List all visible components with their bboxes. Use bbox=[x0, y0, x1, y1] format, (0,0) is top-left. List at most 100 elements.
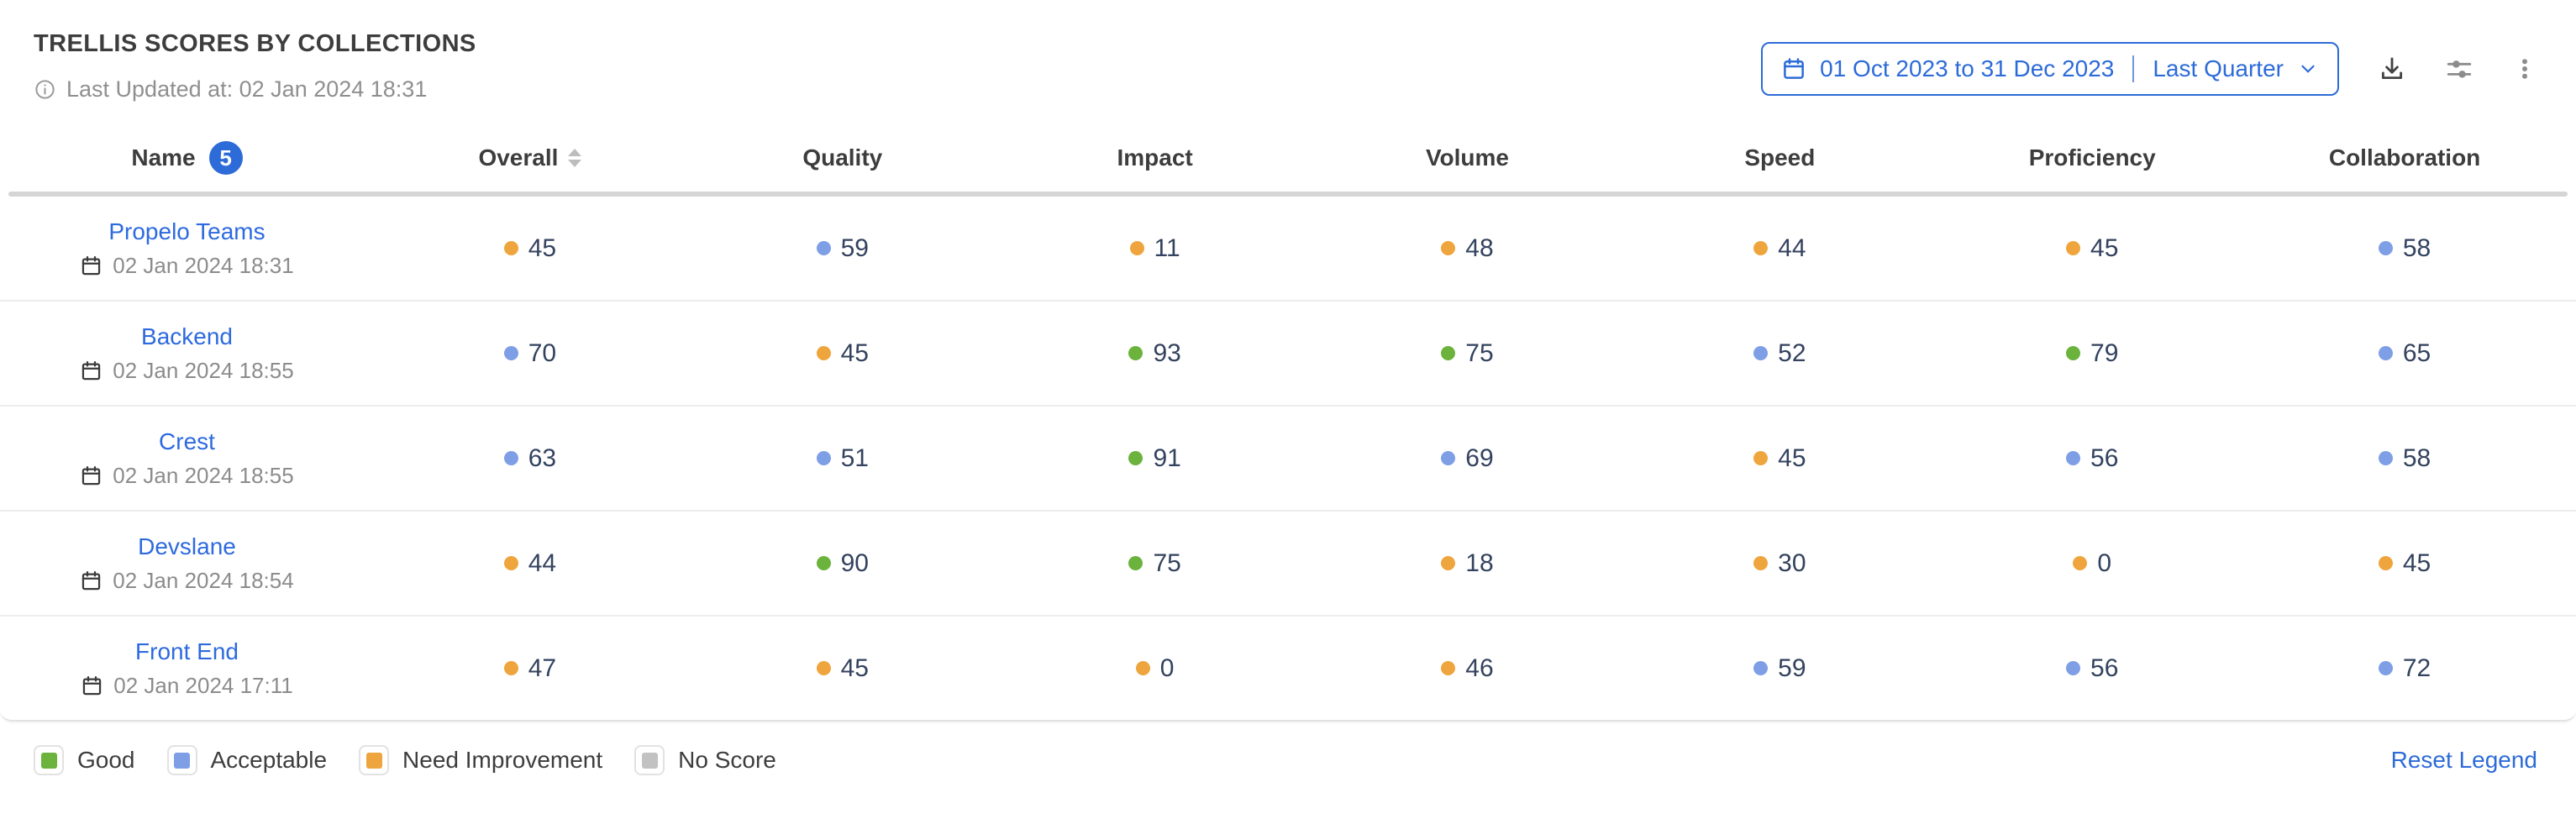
table-row: Devslane 02 Jan 2024 18:54 44 90 75 18 30 0 45 bbox=[0, 512, 2576, 617]
legend-swatch-color bbox=[40, 752, 57, 769]
score-status-dot bbox=[1128, 346, 1143, 360]
score-value: 45 bbox=[840, 654, 869, 682]
score-value: 58 bbox=[2402, 234, 2431, 262]
top-bar: TRELLIS SCORES BY COLLECTIONS Last Updat… bbox=[0, 0, 2576, 102]
score-cell-proficiency: 79 bbox=[1936, 339, 2248, 368]
column-header-quality[interactable]: Quality bbox=[686, 144, 999, 171]
score-cell-overall: 70 bbox=[374, 339, 686, 368]
collection-name-link[interactable]: Front End bbox=[135, 638, 239, 664]
score-cell-volume: 48 bbox=[1312, 234, 1624, 263]
row-last-updated-text: 02 Jan 2024 18:55 bbox=[113, 357, 294, 383]
score-status-dot bbox=[1129, 241, 1144, 255]
row-last-updated: 02 Jan 2024 18:55 bbox=[80, 462, 294, 489]
legend-label: Need Improvement bbox=[402, 747, 603, 773]
table-header-row: Name 5 Overall Quality Impact Volume Speed Prof… bbox=[0, 131, 2576, 185]
legend-swatch-color bbox=[641, 752, 658, 769]
score-status-dot bbox=[2066, 451, 2081, 465]
table-row: Crest 02 Jan 2024 18:55 63 51 91 69 45 56 58 bbox=[0, 407, 2576, 512]
score-cell-impact: 0 bbox=[999, 654, 1312, 683]
score-status-dot bbox=[2378, 241, 2393, 255]
table-row: Front End 02 Jan 2024 17:11 47 45 0 46 59 56 72 bbox=[0, 617, 2576, 722]
header-controls: 01 Oct 2023 to 31 Dec 2023 Last Quarter bbox=[1761, 42, 2537, 96]
score-cell-overall: 47 bbox=[374, 654, 686, 683]
score-value: 65 bbox=[2402, 339, 2431, 367]
score-status-dot bbox=[816, 556, 831, 570]
column-header-impact[interactable]: Impact bbox=[999, 144, 1312, 171]
score-status-dot bbox=[2066, 241, 2081, 255]
legend-item-acceptable[interactable]: Acceptable bbox=[166, 745, 328, 775]
column-header-proficiency[interactable]: Proficiency bbox=[1936, 144, 2248, 171]
score-value: 63 bbox=[528, 444, 557, 472]
legend-swatch-color bbox=[365, 752, 382, 769]
legend-item-no_score[interactable]: No Score bbox=[634, 745, 776, 775]
widget-settings-button[interactable] bbox=[2445, 55, 2473, 83]
score-status-dot bbox=[503, 346, 518, 360]
sliders-icon bbox=[2445, 55, 2473, 83]
legend-label: Acceptable bbox=[210, 747, 328, 773]
score-cell-proficiency: 0 bbox=[1936, 549, 2248, 578]
column-header-speed[interactable]: Speed bbox=[1623, 144, 1936, 171]
date-range-button[interactable]: 01 Oct 2023 to 31 Dec 2023 Last Quarter bbox=[1761, 42, 2339, 96]
legend-item-need_improvement[interactable]: Need Improvement bbox=[359, 745, 602, 775]
score-cell-collaboration: 58 bbox=[2248, 234, 2561, 263]
row-last-updated-text: 02 Jan 2024 18:54 bbox=[113, 567, 294, 593]
sort-icon[interactable] bbox=[568, 149, 582, 167]
column-header-overall[interactable]: Overall bbox=[374, 144, 686, 171]
title-block: TRELLIS SCORES BY COLLECTIONS Last Updat… bbox=[34, 30, 476, 102]
score-value: 90 bbox=[840, 549, 869, 577]
score-cell-impact: 75 bbox=[999, 549, 1312, 578]
score-cell-impact: 91 bbox=[999, 444, 1312, 473]
more-menu-button[interactable] bbox=[2512, 55, 2537, 83]
column-header-name: Name 5 bbox=[0, 141, 374, 175]
score-status-dot bbox=[1753, 241, 1769, 255]
calendar-icon bbox=[80, 255, 103, 277]
download-button[interactable] bbox=[2378, 55, 2406, 83]
score-cell-collaboration: 58 bbox=[2248, 444, 2561, 473]
reset-legend-link[interactable]: Reset Legend bbox=[2390, 747, 2537, 773]
score-status-dot bbox=[2073, 556, 2088, 570]
score-value: 44 bbox=[1778, 234, 1806, 262]
score-cell-speed: 52 bbox=[1623, 339, 1936, 368]
score-cell-impact: 93 bbox=[999, 339, 1312, 368]
score-value: 59 bbox=[1778, 654, 1806, 682]
collection-name-link[interactable]: Propelo Teams bbox=[108, 218, 265, 244]
row-last-updated-text: 02 Jan 2024 18:31 bbox=[113, 252, 294, 278]
score-value: 75 bbox=[1465, 339, 1494, 367]
score-status-dot bbox=[1753, 346, 1769, 360]
score-value: 79 bbox=[2090, 339, 2119, 367]
collection-name-link[interactable]: Crest bbox=[159, 428, 215, 454]
date-preset-text: Last Quarter bbox=[2153, 55, 2284, 81]
score-value: 0 bbox=[1159, 654, 1175, 682]
score-value: 69 bbox=[1465, 444, 1494, 472]
info-icon bbox=[34, 78, 56, 101]
vertical-ellipsis-icon bbox=[2512, 55, 2537, 83]
score-value: 11 bbox=[1154, 234, 1180, 262]
calendar-icon bbox=[80, 360, 103, 382]
column-header-volume[interactable]: Volume bbox=[1312, 144, 1624, 171]
collection-name-link[interactable]: Devslane bbox=[138, 533, 236, 559]
row-last-updated-text: 02 Jan 2024 18:55 bbox=[113, 462, 294, 488]
legend-bar: Good Acceptable Need Improvement No Score R… bbox=[0, 722, 2576, 775]
legend-swatch-color bbox=[174, 752, 190, 769]
column-header-label: Quality bbox=[802, 144, 883, 171]
legend-item-good[interactable]: Good bbox=[34, 745, 135, 775]
score-value: 56 bbox=[2090, 444, 2119, 472]
score-value: 56 bbox=[2090, 654, 2119, 682]
score-status-dot bbox=[1753, 451, 1769, 465]
score-value: 70 bbox=[528, 339, 557, 367]
score-cell-volume: 75 bbox=[1312, 339, 1624, 368]
score-status-dot bbox=[1753, 556, 1769, 570]
score-cell-volume: 69 bbox=[1312, 444, 1624, 473]
score-value: 45 bbox=[2090, 234, 2119, 262]
table-row: Backend 02 Jan 2024 18:55 70 45 93 75 52 79 65 bbox=[0, 302, 2576, 407]
score-cell-collaboration: 65 bbox=[2248, 339, 2561, 368]
column-header-collaboration[interactable]: Collaboration bbox=[2248, 144, 2561, 171]
trellis-scores-table: Name 5 Overall Quality Impact Volume Speed Prof… bbox=[0, 131, 2576, 722]
score-status-dot bbox=[1441, 661, 1456, 675]
score-status-dot bbox=[1441, 556, 1456, 570]
score-value: 75 bbox=[1153, 549, 1181, 577]
button-divider bbox=[2132, 55, 2135, 82]
score-cell-overall: 63 bbox=[374, 444, 686, 473]
collection-name-link[interactable]: Backend bbox=[141, 323, 233, 349]
score-cell-proficiency: 56 bbox=[1936, 654, 2248, 683]
